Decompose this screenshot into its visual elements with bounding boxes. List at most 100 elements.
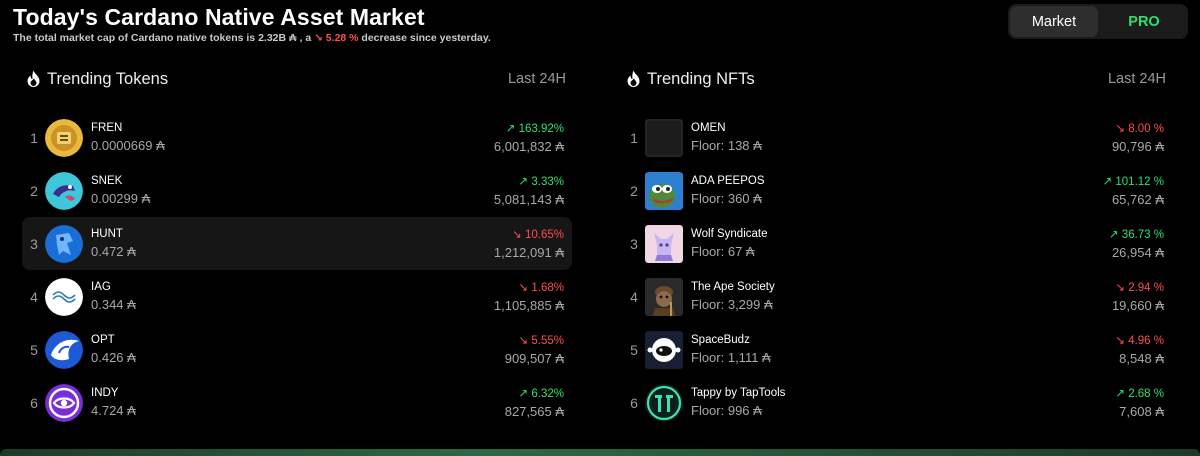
rank: 3 xyxy=(30,235,38,252)
snek-logo-icon xyxy=(45,171,83,210)
volume: 26,954 ₳ xyxy=(1111,245,1164,260)
token-name: IAG xyxy=(91,281,111,293)
page-title: Today's Cardano Native Asset Market xyxy=(13,4,425,30)
nft-stats: ↗ 101.12 % 65,762 ₳ xyxy=(1103,174,1164,207)
nft-name: ADA PEEPOS xyxy=(691,175,765,187)
volume: 65,762 ₳ xyxy=(1111,192,1164,207)
nft-stats: ↗ 2.68 % 7,608 ₳ xyxy=(1115,386,1164,419)
token-row-indy[interactable]: 6 INDY 4.724 ₳ ↗ 6.32% 827,565 ₳ xyxy=(22,376,572,429)
volume: 90,796 ₳ xyxy=(1111,139,1164,154)
token-price: 0.00299 ₳ xyxy=(91,191,151,206)
token-price: 0.0000669 ₳ xyxy=(91,138,165,153)
volume: 6,001,832 ₳ xyxy=(493,139,564,154)
ape-society-thumbnail-icon xyxy=(645,277,683,316)
token-stats: ↗ 6.32% 827,565 ₳ xyxy=(505,386,564,419)
token-info: HUNT 0.472 ₳ xyxy=(91,228,494,259)
pro-tab[interactable]: PRO xyxy=(1128,13,1160,30)
rank: 2 xyxy=(30,182,38,199)
rank: 4 xyxy=(30,288,38,305)
panel-title-group: Trending NFTs xyxy=(626,70,755,89)
nft-name: OMEN xyxy=(691,122,726,134)
summary-suffix: decrease since yesterday. xyxy=(358,32,491,44)
nft-stats: ↘ 2.94 % 19,660 ₳ xyxy=(1112,280,1164,313)
token-info: IAG 0.344 ₳ xyxy=(91,281,494,312)
nft-floor: Floor: 360 ₳ xyxy=(691,191,762,206)
taptools-logo-icon xyxy=(645,383,683,422)
nft-row-wolf-syndicate[interactable]: 3 Wolf Syndicate Floor: 67 ₳ ↗ 36.73 % 2… xyxy=(622,217,1172,270)
token-stats: ↗ 163.92% 6,001,832 ₳ xyxy=(494,121,564,154)
token-price: 4.724 ₳ xyxy=(91,403,136,418)
token-stats: ↗ 3.33% 5,081,143 ₳ xyxy=(494,174,564,207)
nft-stats: ↘ 4.96 % 8,548 ₳ xyxy=(1115,333,1164,366)
nft-row-omen[interactable]: 1 OMEN Floor: 138 ₳ ↘ 8.00 % 90,796 ₳ xyxy=(622,111,1172,164)
nft-info: OMEN Floor: 138 ₳ xyxy=(691,122,1112,153)
trending-tokens-panel: Trending Tokens Last 24H 1 FREN 0.000066… xyxy=(22,64,572,429)
opt-logo-icon xyxy=(45,330,83,369)
panel-header: Trending Tokens Last 24H xyxy=(22,64,572,94)
nft-name: Tappy by TapTools xyxy=(691,387,786,399)
nft-name: SpaceBudz xyxy=(691,334,750,346)
nft-floor: Floor: 67 ₳ xyxy=(691,244,755,259)
period-label: Last 24H xyxy=(507,71,566,87)
nft-row-the-ape-society[interactable]: 4 The Ape Society Floor: 3,299 ₳ ↘ 2.94 … xyxy=(622,270,1172,323)
price-change: ↗ 36.73 % xyxy=(1108,229,1164,241)
price-change: ↗ 6.32% xyxy=(518,388,564,400)
trending-nfts-panel: Trending NFTs Last 24H 1 OMEN Floor: 138… xyxy=(622,64,1172,429)
token-name: OPT xyxy=(91,334,115,346)
period-label: Last 24H xyxy=(1107,71,1166,87)
token-info: SNEK 0.00299 ₳ xyxy=(91,175,494,206)
volume: 7,608 ₳ xyxy=(1119,404,1164,419)
iag-logo-icon xyxy=(45,277,83,316)
token-row-snek[interactable]: 2 SNEK 0.00299 ₳ ↗ 3.33% 5,081,143 ₳ xyxy=(22,164,572,217)
token-row-hunt[interactable]: 3 HUNT 0.472 ₳ ↘ 10.65% 1,212,091 ₳ xyxy=(22,217,572,270)
token-stats: ↘ 10.65% 1,212,091 ₳ xyxy=(494,227,564,260)
market-tab[interactable]: Market xyxy=(1010,6,1098,37)
token-name: HUNT xyxy=(91,228,123,240)
page-header: Today's Cardano Native Asset Market The … xyxy=(13,4,491,44)
token-row-opt[interactable]: 5 OPT 0.426 ₳ ↘ 5.55% 909,507 ₳ xyxy=(22,323,572,376)
price-change: ↘ 5.55% xyxy=(518,335,564,347)
nft-info: SpaceBudz Floor: 1,111 ₳ xyxy=(691,334,1115,365)
volume: 5,081,143 ₳ xyxy=(493,192,564,207)
view-toggle: Market PRO xyxy=(1008,4,1188,39)
panel-title: Trending Tokens xyxy=(47,69,169,88)
rank: 4 xyxy=(630,288,638,305)
rank: 6 xyxy=(30,394,38,411)
fire-icon xyxy=(626,70,641,88)
token-row-fren[interactable]: 1 FREN 0.0000669 ₳ ↗ 163.92% 6,001,832 ₳ xyxy=(22,111,572,164)
rank: 2 xyxy=(630,182,638,199)
nft-name: Wolf Syndicate xyxy=(691,228,768,240)
nft-stats: ↘ 8.00 % 90,796 ₳ xyxy=(1112,121,1164,154)
token-name: INDY xyxy=(91,387,119,399)
price-change: ↘ 8.00 % xyxy=(1115,123,1164,135)
token-name: SNEK xyxy=(91,175,123,187)
ada-peepos-thumbnail-icon xyxy=(645,171,683,210)
rank: 6 xyxy=(630,394,638,411)
nft-floor: Floor: 1,111 ₳ xyxy=(691,350,771,365)
nft-row-tappy-by-taptools[interactable]: 6 Tappy by TapTools Floor: 996 ₳ ↗ 2.68 … xyxy=(622,376,1172,429)
indy-logo-icon xyxy=(45,383,83,422)
price-change: ↗ 2.68 % xyxy=(1115,388,1164,400)
rank: 5 xyxy=(630,341,638,358)
token-row-iag[interactable]: 4 IAG 0.344 ₳ ↘ 1.68% 1,105,885 ₳ xyxy=(22,270,572,323)
nft-info: Tappy by TapTools Floor: 996 ₳ xyxy=(691,387,1115,418)
nft-stats: ↗ 36.73 % 26,954 ₳ xyxy=(1109,227,1164,260)
nft-row-spacebudz[interactable]: 5 SpaceBudz Floor: 1,111 ₳ ↘ 4.96 % 8,54… xyxy=(622,323,1172,376)
rank: 1 xyxy=(30,129,38,146)
nft-info: ADA PEEPOS Floor: 360 ₳ xyxy=(691,175,1103,206)
nft-row-ada-peepos[interactable]: 2 ADA PEEPOS Floor: 360 ₳ ↗ 101.12 % 65,… xyxy=(622,164,1172,217)
volume: 19,660 ₳ xyxy=(1111,298,1164,313)
volume: 8,548 ₳ xyxy=(1119,351,1164,366)
token-price: 0.472 ₳ xyxy=(91,244,136,259)
token-stats: ↘ 1.68% 1,105,885 ₳ xyxy=(494,280,564,313)
token-info: OPT 0.426 ₳ xyxy=(91,334,505,365)
price-change: ↗ 3.33% xyxy=(518,176,564,188)
panel-title-group: Trending Tokens xyxy=(26,70,168,89)
price-change: ↘ 10.65% xyxy=(512,229,564,241)
volume: 1,105,885 ₳ xyxy=(493,298,564,313)
fire-icon xyxy=(26,70,41,88)
volume: 1,212,091 ₳ xyxy=(493,245,564,260)
token-price: 0.426 ₳ xyxy=(91,350,136,365)
nft-floor: Floor: 3,299 ₳ xyxy=(691,297,773,312)
price-change: ↗ 163.92% xyxy=(505,123,564,135)
